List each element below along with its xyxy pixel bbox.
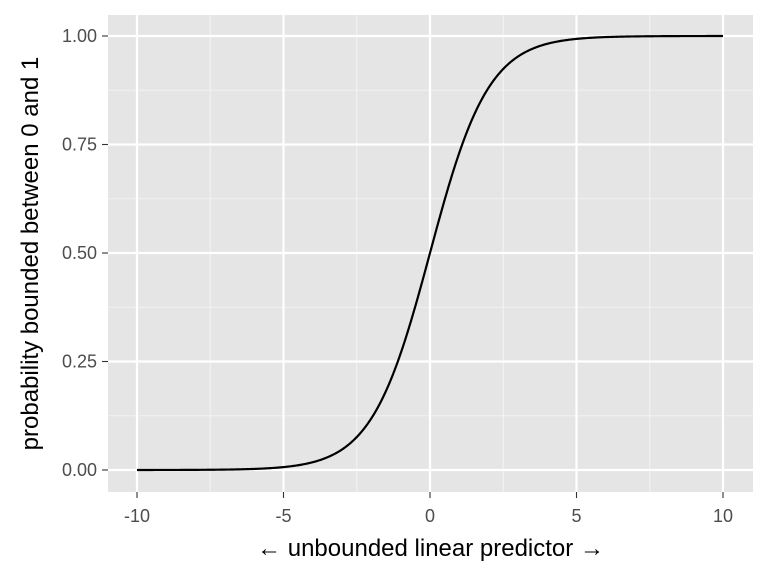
y-tick-label: 0.00 xyxy=(62,460,97,480)
y-tick-label: 0.75 xyxy=(62,135,97,155)
x-tick-label: -5 xyxy=(275,506,291,526)
y-tick-label: 1.00 xyxy=(62,26,97,46)
x-tick-label: 10 xyxy=(713,506,733,526)
y-axis-ticks: 0.00 0.25 0.50 0.75 1.00 xyxy=(62,26,108,480)
y-tick-label: 0.25 xyxy=(62,352,97,372)
y-tick-label: 0.50 xyxy=(62,243,97,263)
x-axis-ticks: -10 -5 0 5 10 xyxy=(124,492,733,526)
logistic-curve-line xyxy=(137,34,723,472)
x-axis-title: ← unbounded linear predictor → xyxy=(257,535,604,562)
x-tick-label: 5 xyxy=(571,506,581,526)
y-axis-title: probability bounded between 0 and 1 xyxy=(17,57,44,451)
x-tick-label: 0 xyxy=(425,506,435,526)
x-tick-label: -10 xyxy=(124,506,150,526)
